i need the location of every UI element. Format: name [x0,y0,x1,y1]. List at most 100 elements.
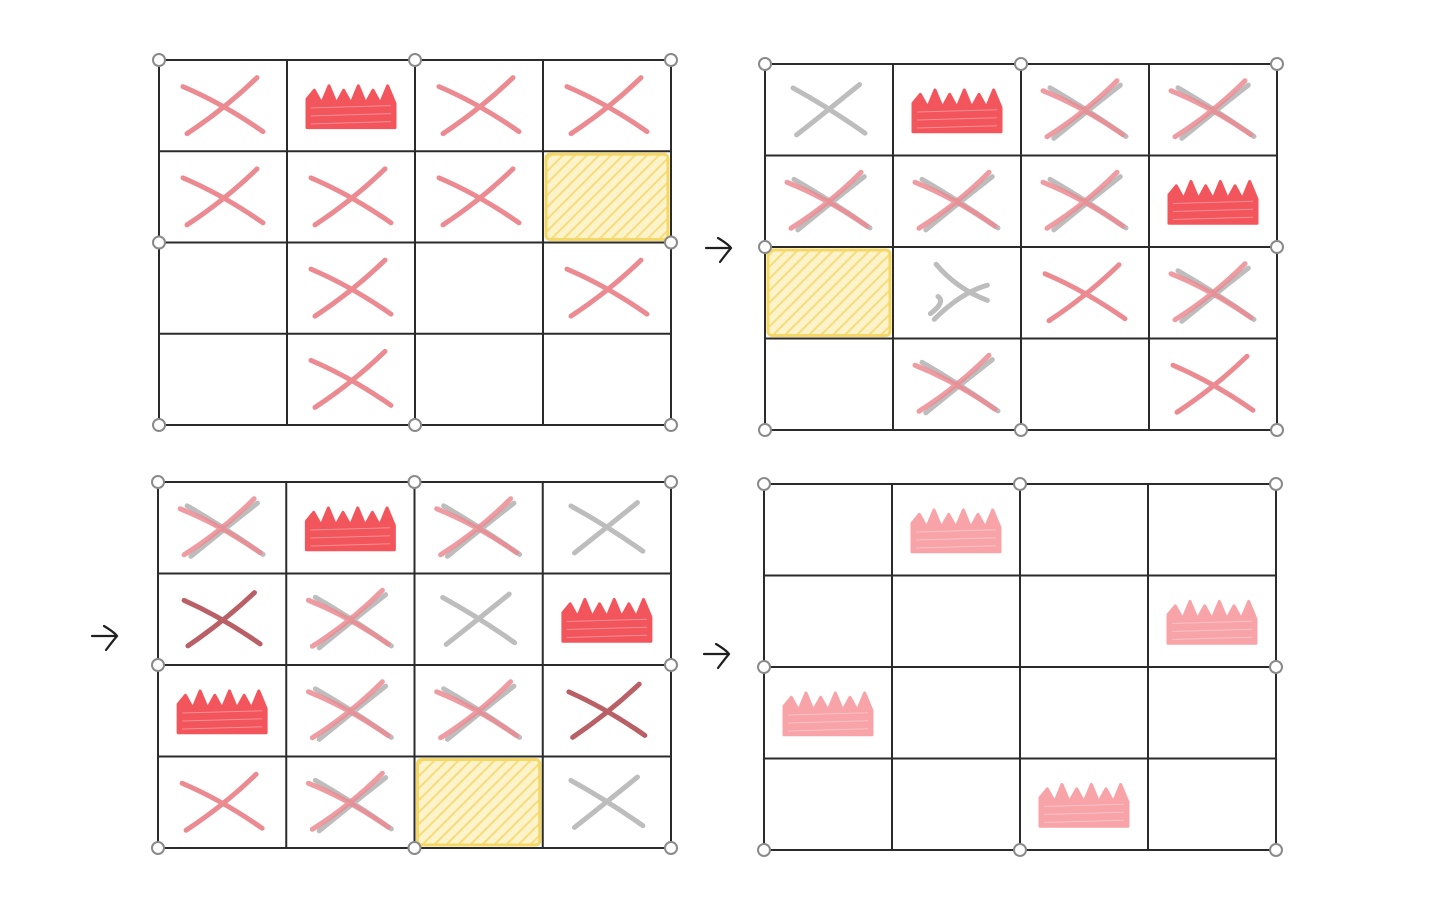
resize-handle[interactable] [664,53,678,67]
mark-step-2-r2c1 [927,261,990,322]
arrow-head [102,624,119,652]
arrow-head [716,236,733,264]
queen-crown-step-4-r3c2 [1038,782,1130,828]
queen-crown-step-4-r0c1-scribble [915,545,997,549]
mark-step-1-r1c0 [180,166,266,228]
mark-step-3-r1c1-red [305,587,391,649]
queen-crown-step-4-r3c2-scribble [1043,819,1125,823]
queen-crown-step-3-r1c3-scribble [566,618,647,622]
mark-step-2-r1c2-red [1040,169,1126,231]
queen-crown-step-4-r0c1 [910,508,1002,554]
resize-handle[interactable] [407,841,422,855]
queen-crown-step-4-r0c1-scribble [915,529,997,533]
mark-step-1-r0c0 [180,75,266,137]
queen-crown-step-4-r1c3 [1166,599,1258,645]
mark-step-3-r2c3 [566,681,648,740]
resize-handle[interactable] [1269,660,1283,674]
mark-step-2-r2c3-red [1168,261,1254,323]
queen-crown-step-4-r1c3-scribble [1171,620,1253,624]
resize-handle[interactable] [1014,57,1028,71]
queen-crown-step-4-r3c2-scribble [1043,811,1125,815]
mark-step-2-r3c3 [1170,353,1256,415]
queen-crown-step-4-r2c0-scribble [787,720,869,724]
queen-crown-step-4-r2c0 [782,691,874,737]
mark-step-3-r1c0 [181,590,263,649]
queen-crown-step-3-r1c3-scribble [566,626,647,630]
queen-crown-step-4-r1c3-scribble [1171,636,1253,640]
resize-handle[interactable] [664,235,678,250]
mark-step-3-r2c1-red [305,679,391,741]
resize-handle[interactable] [1014,423,1028,437]
mark-step-1-r0c2 [436,75,522,137]
arrow-step3-to-step4 [702,642,731,670]
mark-step-1-r2c3 [564,257,650,319]
resize-handle[interactable] [1270,57,1284,71]
resize-handle[interactable] [151,658,165,672]
resize-handle[interactable] [664,475,678,489]
resize-handle[interactable] [1269,477,1283,491]
queen-crown-step-3-r1c3 [561,597,653,643]
queen-crown-step-1-r0c1 [305,84,397,130]
resize-handle[interactable] [408,418,422,432]
resize-handle[interactable] [151,841,165,855]
highlight-cell-step-1-hatch [546,154,668,240]
mark-step-2-r0c3-red [1168,78,1254,140]
queen-crown-step-2-r1c3-scribble [1172,208,1254,212]
resize-handle[interactable] [757,843,771,857]
arrow-head [714,642,731,670]
queen-crown-step-1-r0c1-scribble [310,105,392,109]
highlight-cell-step-2 [766,248,892,337]
resize-handle[interactable] [152,53,166,67]
resize-handle[interactable] [664,418,678,432]
queen-crown-step-3-r0c1-scribble [310,543,391,547]
resize-handle[interactable] [151,475,165,489]
queen-crown-step-2-r0c1 [911,88,1003,134]
queen-crown-step-2-r1c3-scribble [1172,200,1254,204]
queen-crown-step-4-r0c1-scribble [915,537,997,541]
mark-step-1-r3c1 [308,348,394,410]
resize-handle[interactable] [757,660,771,674]
queen-crown-step-4-r1c3-scribble [1171,628,1253,632]
mark-step-1-r0c3 [564,75,650,137]
resize-handle[interactable] [758,423,772,437]
queen-crown-step-2-r0c1-scribble [916,109,998,113]
highlight-cell-step-2-hatch [768,250,890,336]
mark-step-1-r1c1 [308,166,394,228]
queen-crown-step-3-r2c0-scribble [182,726,263,730]
resize-handle[interactable] [152,418,166,432]
highlight-cell-step-3 [416,758,542,847]
mark-step-3-r3c0 [179,771,265,833]
resize-handle[interactable] [408,53,422,67]
queen-crown-step-1-r0c1-scribble [310,113,392,117]
queen-crown-step-3-r0c1-scribble [310,527,391,531]
resize-handle[interactable] [1013,477,1027,491]
resize-handle[interactable] [758,57,772,71]
resize-handle[interactable] [407,475,422,489]
queen-crown-step-1-r0c1-scribble [310,121,392,125]
mark-step-1-r1c2 [436,166,522,228]
resize-handle[interactable] [664,841,678,855]
mark-step-3-r2c2-red [434,679,520,741]
queen-crown-step-2-r0c1-scribble [916,125,998,129]
mark-step-1-r2c1 [308,257,394,319]
queen-crown-step-3-r2c0 [176,689,268,735]
arrow-step1-to-step2 [704,236,733,264]
highlight-cell-step-3-hatch [417,759,540,845]
resize-handle[interactable] [1013,843,1027,857]
mark-step-3-r1c2 [440,591,518,647]
arrow-step2-to-step3 [90,624,119,652]
mark-step-2-r1c1-red [912,169,998,231]
queen-crown-step-2-r1c3 [1167,179,1259,225]
resize-handle[interactable] [152,235,166,250]
resize-handle[interactable] [758,240,772,254]
resize-handle[interactable] [664,658,678,672]
mark-step-2-r2c2 [1042,262,1128,324]
resize-handle[interactable] [1269,843,1283,857]
highlight-cell-step-1 [544,152,670,241]
resize-handle[interactable] [1270,240,1284,254]
queen-crown-step-4-r2c0-scribble [787,712,869,716]
resize-handle[interactable] [757,477,771,491]
resize-handle[interactable] [1270,423,1284,437]
mark-step-3-r3c1-red [305,770,391,832]
